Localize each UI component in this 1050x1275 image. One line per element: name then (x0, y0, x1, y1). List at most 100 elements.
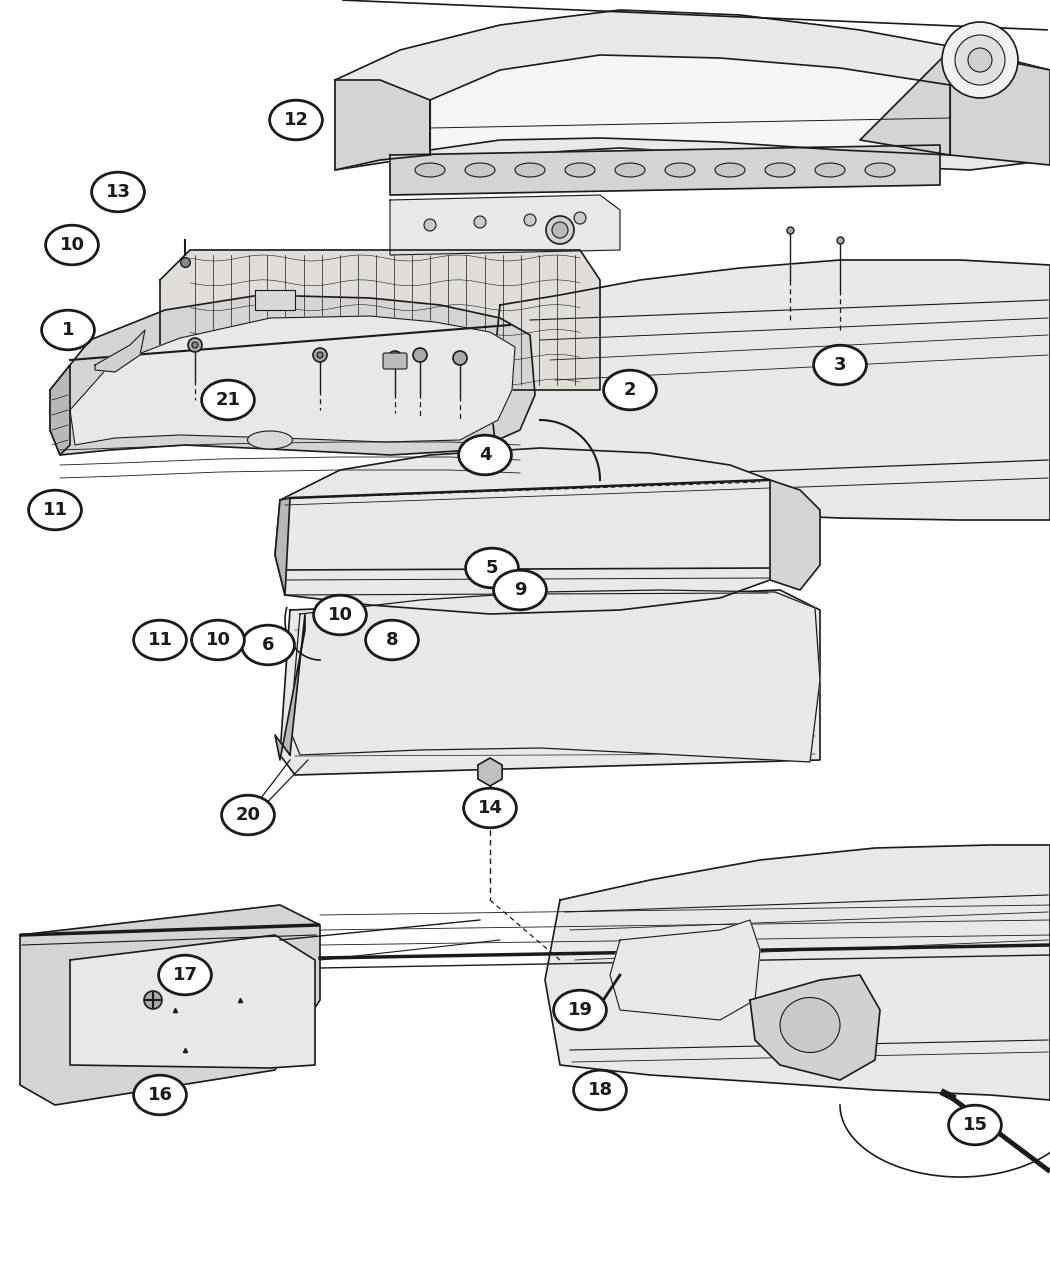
Ellipse shape (365, 620, 418, 659)
Ellipse shape (91, 172, 145, 212)
Text: 3: 3 (834, 356, 846, 374)
Circle shape (546, 215, 574, 244)
Circle shape (590, 1074, 606, 1090)
Ellipse shape (464, 788, 517, 827)
Ellipse shape (814, 346, 866, 385)
Text: 1: 1 (62, 321, 75, 339)
Polygon shape (430, 55, 950, 156)
Text: 20: 20 (235, 806, 260, 824)
Circle shape (589, 1003, 603, 1017)
Ellipse shape (459, 435, 511, 474)
Circle shape (424, 219, 436, 231)
Text: 10: 10 (328, 606, 353, 623)
Polygon shape (275, 448, 775, 615)
Ellipse shape (42, 310, 94, 349)
Text: 18: 18 (587, 1081, 612, 1099)
Polygon shape (160, 250, 600, 390)
Text: 11: 11 (147, 631, 172, 649)
Circle shape (474, 215, 486, 228)
Polygon shape (50, 295, 536, 455)
Text: 4: 4 (479, 446, 491, 464)
Text: 21: 21 (215, 391, 240, 409)
Polygon shape (490, 260, 1050, 520)
Circle shape (574, 212, 586, 224)
Ellipse shape (314, 595, 366, 635)
Circle shape (317, 352, 323, 358)
Ellipse shape (28, 490, 82, 530)
Text: 11: 11 (42, 501, 67, 519)
Text: 10: 10 (60, 236, 84, 254)
Ellipse shape (202, 380, 254, 419)
Ellipse shape (248, 431, 293, 449)
Text: 16: 16 (147, 1086, 172, 1104)
Ellipse shape (242, 625, 294, 664)
Polygon shape (70, 935, 315, 1068)
Circle shape (188, 338, 202, 352)
Ellipse shape (465, 163, 495, 177)
Text: 2: 2 (624, 381, 636, 399)
FancyArrowPatch shape (342, 0, 1047, 29)
Polygon shape (280, 590, 820, 775)
Text: 5: 5 (486, 558, 499, 578)
Ellipse shape (765, 163, 795, 177)
Polygon shape (20, 905, 320, 1105)
Ellipse shape (465, 548, 519, 588)
Ellipse shape (565, 163, 595, 177)
Ellipse shape (553, 991, 607, 1030)
Text: 12: 12 (284, 111, 309, 129)
Ellipse shape (133, 1075, 187, 1114)
Ellipse shape (715, 163, 746, 177)
Polygon shape (770, 479, 820, 590)
Circle shape (552, 222, 568, 238)
Text: 19: 19 (567, 1001, 592, 1019)
Ellipse shape (191, 620, 245, 659)
Ellipse shape (604, 370, 656, 409)
Circle shape (388, 351, 402, 365)
FancyBboxPatch shape (383, 353, 407, 368)
Circle shape (392, 354, 398, 361)
Polygon shape (50, 365, 70, 455)
Text: 10: 10 (206, 631, 231, 649)
Polygon shape (335, 10, 1050, 170)
Text: 14: 14 (478, 799, 503, 817)
Circle shape (192, 342, 198, 348)
Circle shape (144, 991, 162, 1009)
Polygon shape (255, 289, 295, 310)
Ellipse shape (133, 620, 187, 659)
Ellipse shape (415, 163, 445, 177)
Ellipse shape (494, 570, 546, 609)
Polygon shape (610, 921, 760, 1020)
Ellipse shape (270, 101, 322, 140)
Polygon shape (275, 499, 290, 595)
Ellipse shape (665, 163, 695, 177)
Ellipse shape (815, 163, 845, 177)
Circle shape (313, 348, 327, 362)
Polygon shape (390, 145, 940, 195)
Ellipse shape (159, 955, 211, 994)
Circle shape (413, 348, 427, 362)
Text: 15: 15 (963, 1116, 987, 1133)
Polygon shape (390, 195, 620, 255)
Ellipse shape (514, 163, 545, 177)
Ellipse shape (573, 1070, 627, 1109)
Polygon shape (275, 615, 304, 760)
Circle shape (942, 22, 1018, 98)
Polygon shape (750, 975, 880, 1080)
Ellipse shape (865, 163, 895, 177)
Polygon shape (70, 316, 514, 445)
Polygon shape (94, 330, 145, 372)
Ellipse shape (615, 163, 645, 177)
Polygon shape (860, 50, 1050, 164)
Ellipse shape (948, 1105, 1002, 1145)
Polygon shape (335, 80, 430, 170)
Text: 6: 6 (261, 636, 274, 654)
Polygon shape (290, 590, 820, 762)
Text: 17: 17 (172, 966, 197, 984)
Text: 8: 8 (385, 631, 398, 649)
Circle shape (453, 351, 467, 365)
Ellipse shape (222, 796, 274, 835)
Circle shape (956, 34, 1005, 85)
Circle shape (524, 214, 536, 226)
Text: 9: 9 (513, 581, 526, 599)
Ellipse shape (45, 226, 99, 265)
